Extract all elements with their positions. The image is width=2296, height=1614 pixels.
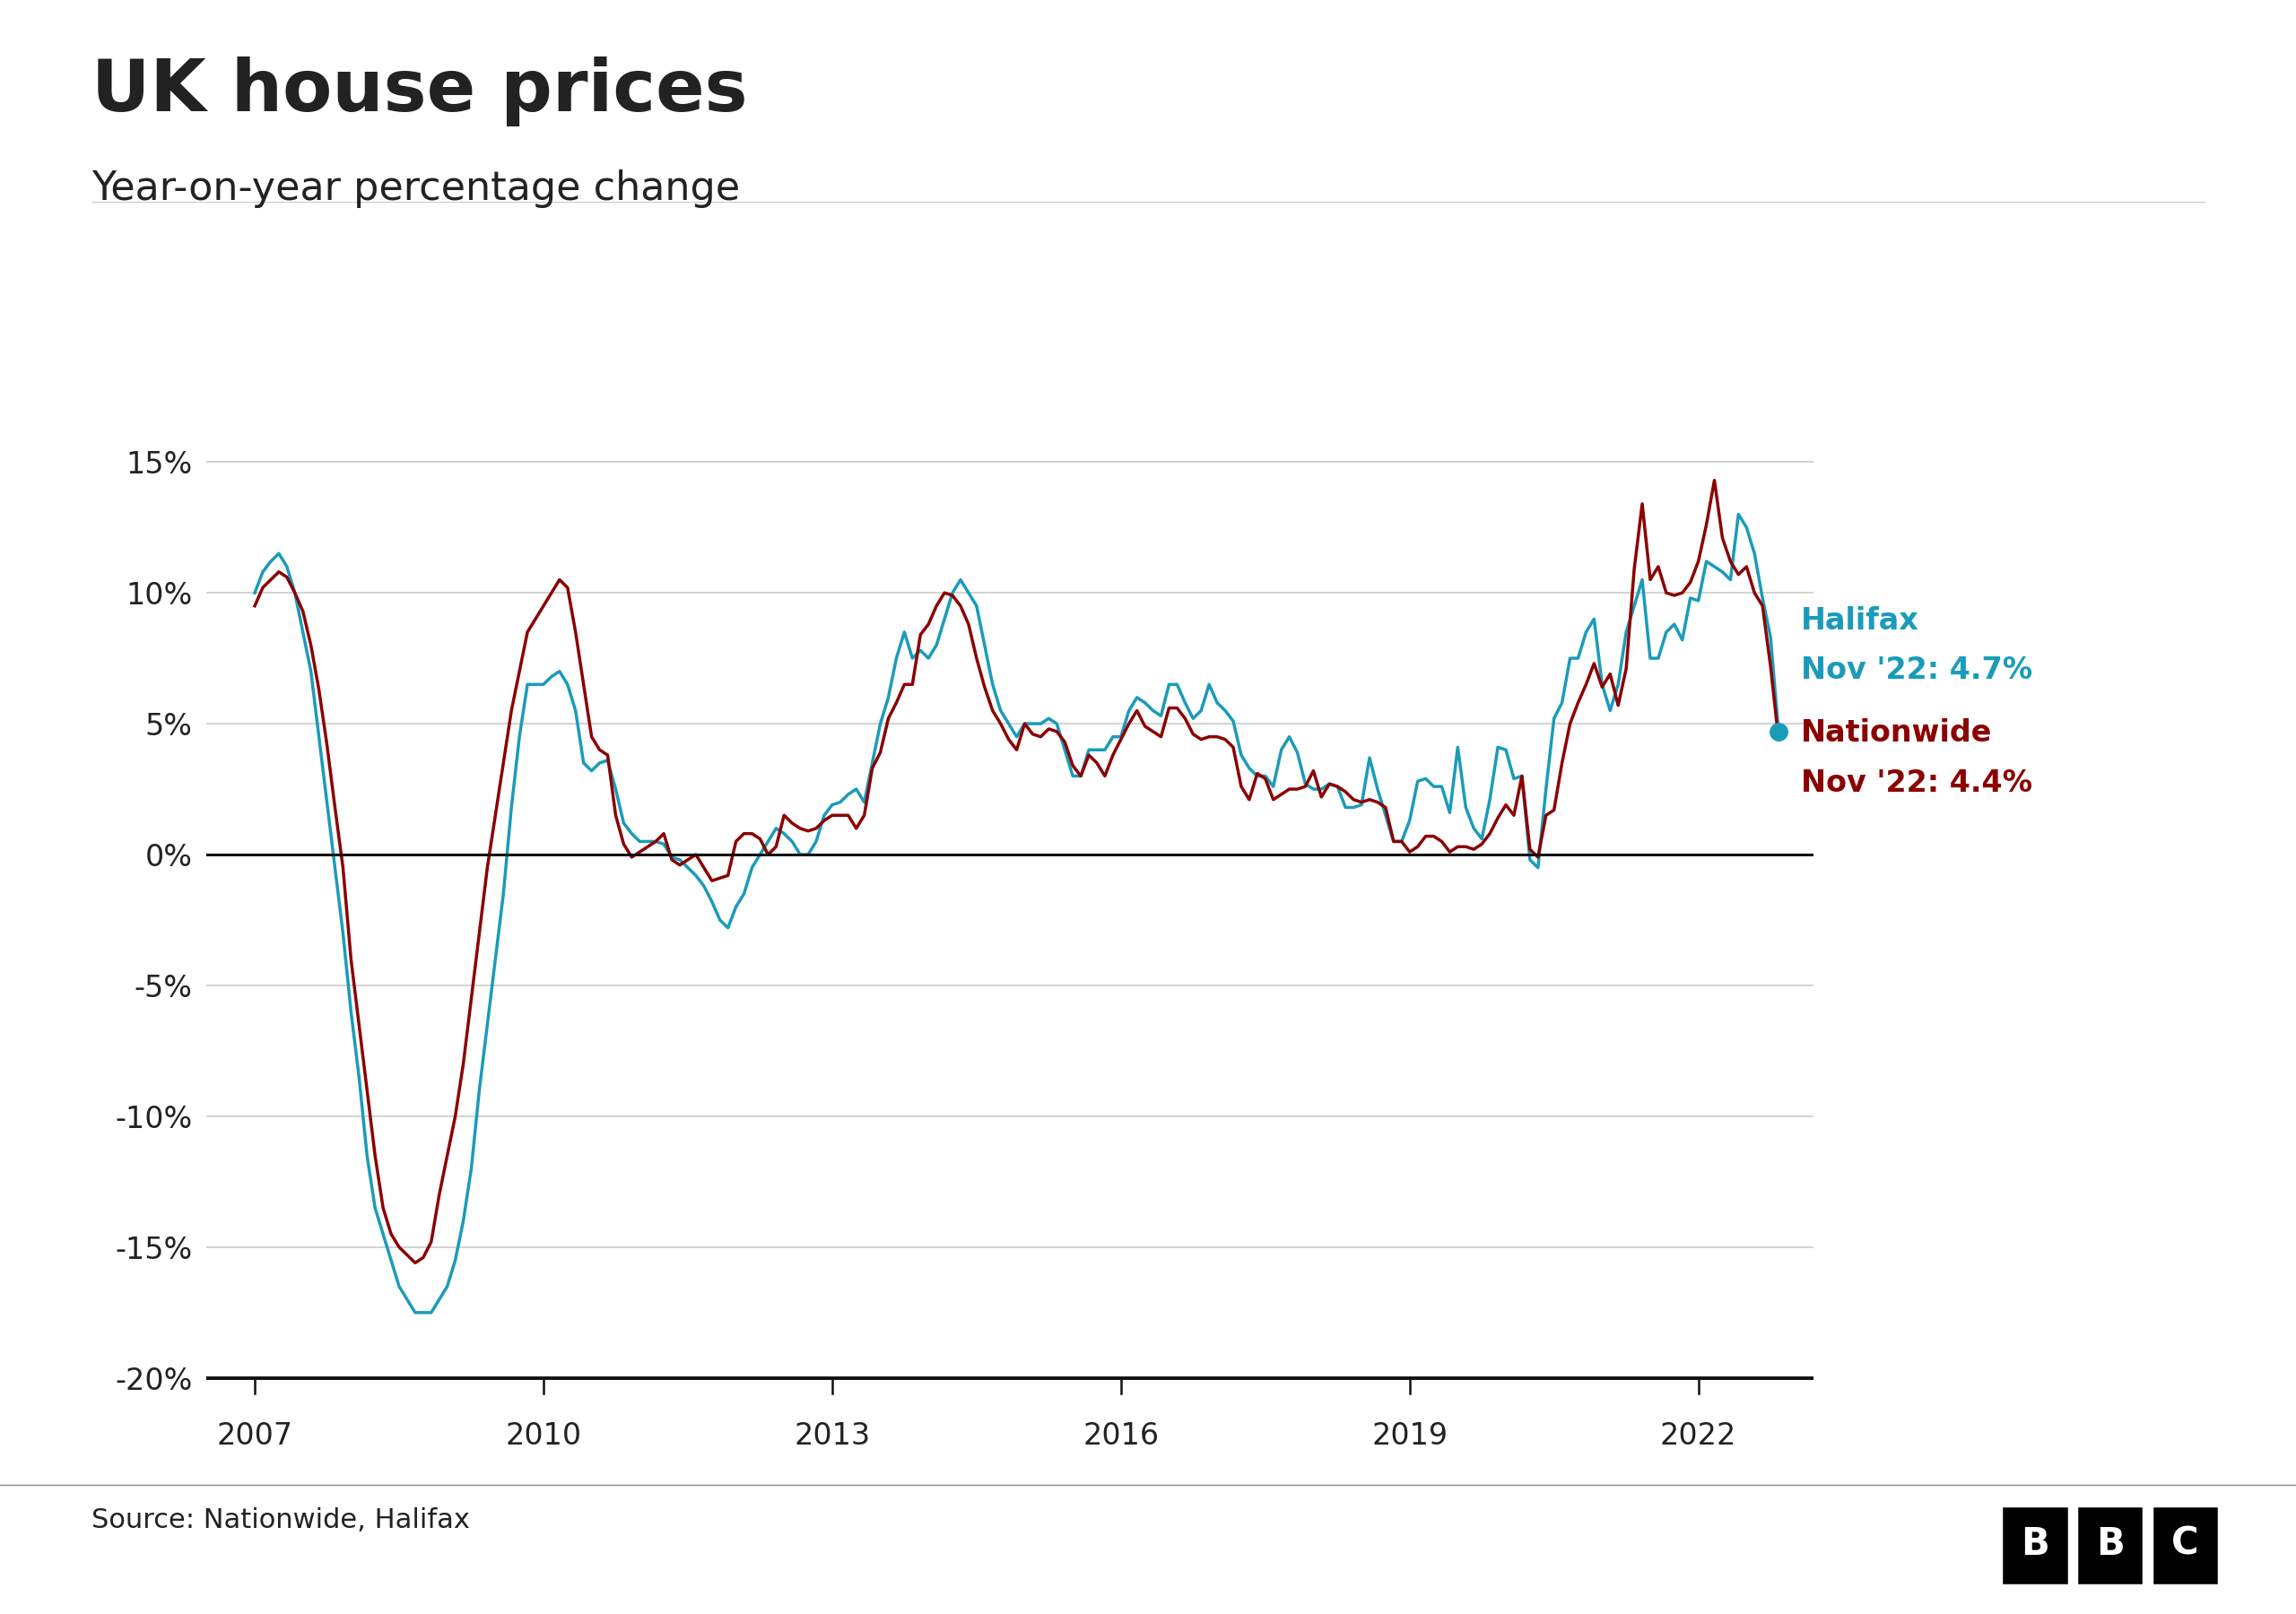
Bar <box>2151 1506 2218 1585</box>
Text: Source: Nationwide, Halifax: Source: Nationwide, Halifax <box>92 1507 471 1533</box>
Text: B: B <box>2096 1525 2124 1562</box>
Text: Year-on-year percentage change: Year-on-year percentage change <box>92 169 739 208</box>
Text: B: B <box>2020 1525 2050 1562</box>
Text: Halifax: Halifax <box>1800 605 1919 636</box>
Text: C: C <box>2172 1525 2200 1562</box>
Bar <box>2002 1506 2069 1585</box>
Text: Nationwide: Nationwide <box>1800 718 1993 747</box>
Text: Nov '22: 4.4%: Nov '22: 4.4% <box>1800 768 2032 797</box>
Text: Nov '22: 4.7%: Nov '22: 4.7% <box>1800 655 2032 686</box>
Bar <box>2076 1506 2144 1585</box>
Text: UK house prices: UK house prices <box>92 56 748 126</box>
